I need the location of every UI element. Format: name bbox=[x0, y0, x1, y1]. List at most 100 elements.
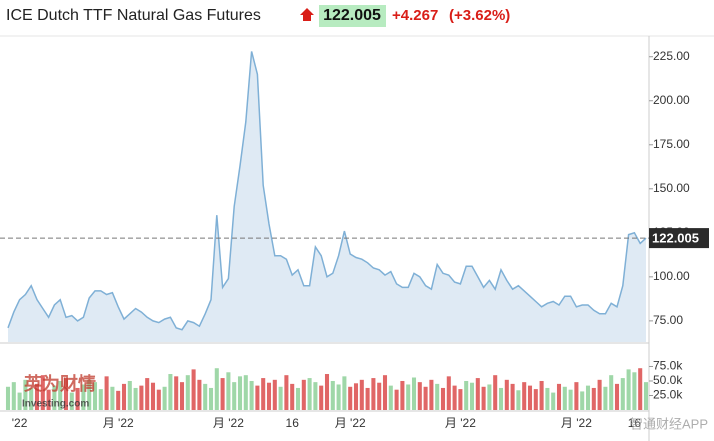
volume-bar bbox=[382, 375, 388, 410]
watermark: 智通财经APP bbox=[630, 416, 708, 431]
volume-bar bbox=[220, 378, 225, 410]
x-tick-label: 月 '22 bbox=[561, 416, 592, 430]
volume-bar bbox=[17, 392, 22, 410]
volume-bar bbox=[295, 387, 301, 410]
volume-bar bbox=[580, 391, 585, 410]
volume-bar bbox=[150, 382, 156, 410]
volume-bar bbox=[603, 386, 608, 410]
x-tick-label: '22 bbox=[12, 416, 28, 430]
volume-bar bbox=[324, 374, 330, 410]
volume-bar bbox=[243, 375, 248, 410]
volume-bar bbox=[69, 392, 74, 410]
volume-bar bbox=[278, 386, 283, 410]
volume-bar bbox=[208, 387, 214, 410]
y-tick-label: 100.00 bbox=[653, 269, 690, 283]
volume-bar bbox=[504, 379, 509, 410]
volume-bar bbox=[452, 385, 457, 410]
volume-bar bbox=[545, 387, 550, 410]
volume-bar bbox=[458, 389, 463, 410]
volume-bar bbox=[29, 387, 34, 410]
volume-bar bbox=[632, 372, 637, 410]
volume-bar bbox=[237, 376, 243, 410]
volume-bar bbox=[400, 380, 405, 410]
volume-bar bbox=[330, 380, 335, 410]
volume-bar bbox=[435, 383, 440, 410]
volume-bar bbox=[464, 380, 469, 410]
volume-bar bbox=[574, 382, 579, 410]
x-tick-label: 月 '22 bbox=[103, 416, 134, 430]
volume-bar bbox=[127, 380, 132, 410]
volume-bar bbox=[440, 387, 446, 410]
volume-bar bbox=[406, 384, 411, 410]
x-tick-label: 16 bbox=[286, 416, 300, 430]
volume-bar bbox=[191, 369, 196, 410]
volume-bar bbox=[516, 390, 521, 410]
volume-bar bbox=[255, 385, 260, 410]
volume-bar bbox=[620, 378, 625, 410]
x-tick-label: 月 '22 bbox=[335, 416, 366, 430]
volume-bar bbox=[319, 385, 324, 410]
watermark-logo-sub: Investing.com bbox=[22, 399, 89, 410]
y-tick-label: 225.00 bbox=[653, 49, 690, 63]
volume-bar bbox=[614, 383, 620, 410]
volume-bar bbox=[481, 386, 486, 410]
volume-bar bbox=[585, 385, 591, 410]
volume-bar bbox=[162, 386, 167, 410]
volume-bar bbox=[272, 379, 277, 410]
volume-bar bbox=[75, 387, 80, 410]
volume-bar bbox=[46, 389, 51, 410]
volume-bar bbox=[469, 382, 475, 410]
volume-bar bbox=[562, 386, 567, 410]
volume-bar bbox=[301, 379, 306, 410]
volume-bar bbox=[284, 375, 289, 410]
volume-bar bbox=[168, 374, 173, 410]
volume-bar bbox=[266, 382, 272, 410]
volume-bar bbox=[121, 383, 127, 410]
volume-bar bbox=[307, 378, 312, 410]
volume-bar bbox=[5, 386, 11, 410]
volume-bar bbox=[92, 382, 98, 410]
volume-bar bbox=[116, 390, 121, 410]
y-tick-label: 150.00 bbox=[653, 181, 690, 195]
volume-bar bbox=[626, 369, 631, 410]
volume-bar bbox=[34, 383, 40, 410]
volume-bar bbox=[423, 386, 428, 410]
volume-bar bbox=[377, 382, 382, 410]
volume-bar bbox=[133, 387, 138, 410]
volume-bar bbox=[487, 384, 492, 410]
volume-bar bbox=[185, 375, 190, 410]
plot-area: 75.00100.00125.00150.00175.00200.00225.0… bbox=[0, 49, 709, 430]
volume-bar bbox=[556, 383, 562, 410]
volume-bar bbox=[52, 385, 57, 410]
volume-bar bbox=[87, 379, 92, 410]
volume-bar bbox=[493, 375, 498, 410]
volume-bar bbox=[98, 389, 103, 410]
volume-bar bbox=[591, 387, 596, 410]
x-tick-label: 月 '22 bbox=[445, 416, 476, 430]
volume-bar bbox=[643, 382, 649, 410]
volume-bar bbox=[597, 379, 602, 410]
y2-tick-label: 50.0k bbox=[653, 373, 683, 387]
volume-bar bbox=[429, 379, 434, 410]
price-badge bbox=[319, 5, 386, 27]
volume-bar bbox=[551, 392, 556, 410]
volume-bar bbox=[104, 376, 109, 410]
volume-bar bbox=[145, 378, 150, 410]
volume-bar bbox=[232, 382, 237, 410]
up-arrow bbox=[300, 8, 314, 21]
last-price: 122.005 bbox=[323, 7, 381, 24]
volume-bar bbox=[214, 368, 219, 410]
volume-bar bbox=[446, 376, 451, 410]
area-fill bbox=[8, 51, 646, 343]
volume-bar bbox=[498, 387, 504, 410]
volume-bar bbox=[411, 377, 417, 410]
chart-title: ICE Dutch TTF Natural Gas Futures bbox=[6, 7, 261, 24]
volume-bar bbox=[336, 384, 341, 410]
volume-bar bbox=[203, 383, 208, 410]
volume-bar bbox=[23, 379, 28, 410]
volume-bar bbox=[475, 378, 480, 410]
price-change-percent: (+3.62%) bbox=[449, 7, 510, 24]
y-tick-label: 175.00 bbox=[653, 137, 690, 151]
